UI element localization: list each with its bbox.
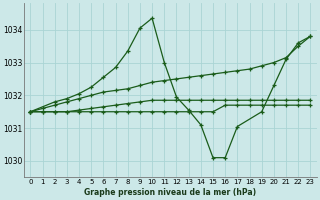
X-axis label: Graphe pression niveau de la mer (hPa): Graphe pression niveau de la mer (hPa) — [84, 188, 256, 197]
